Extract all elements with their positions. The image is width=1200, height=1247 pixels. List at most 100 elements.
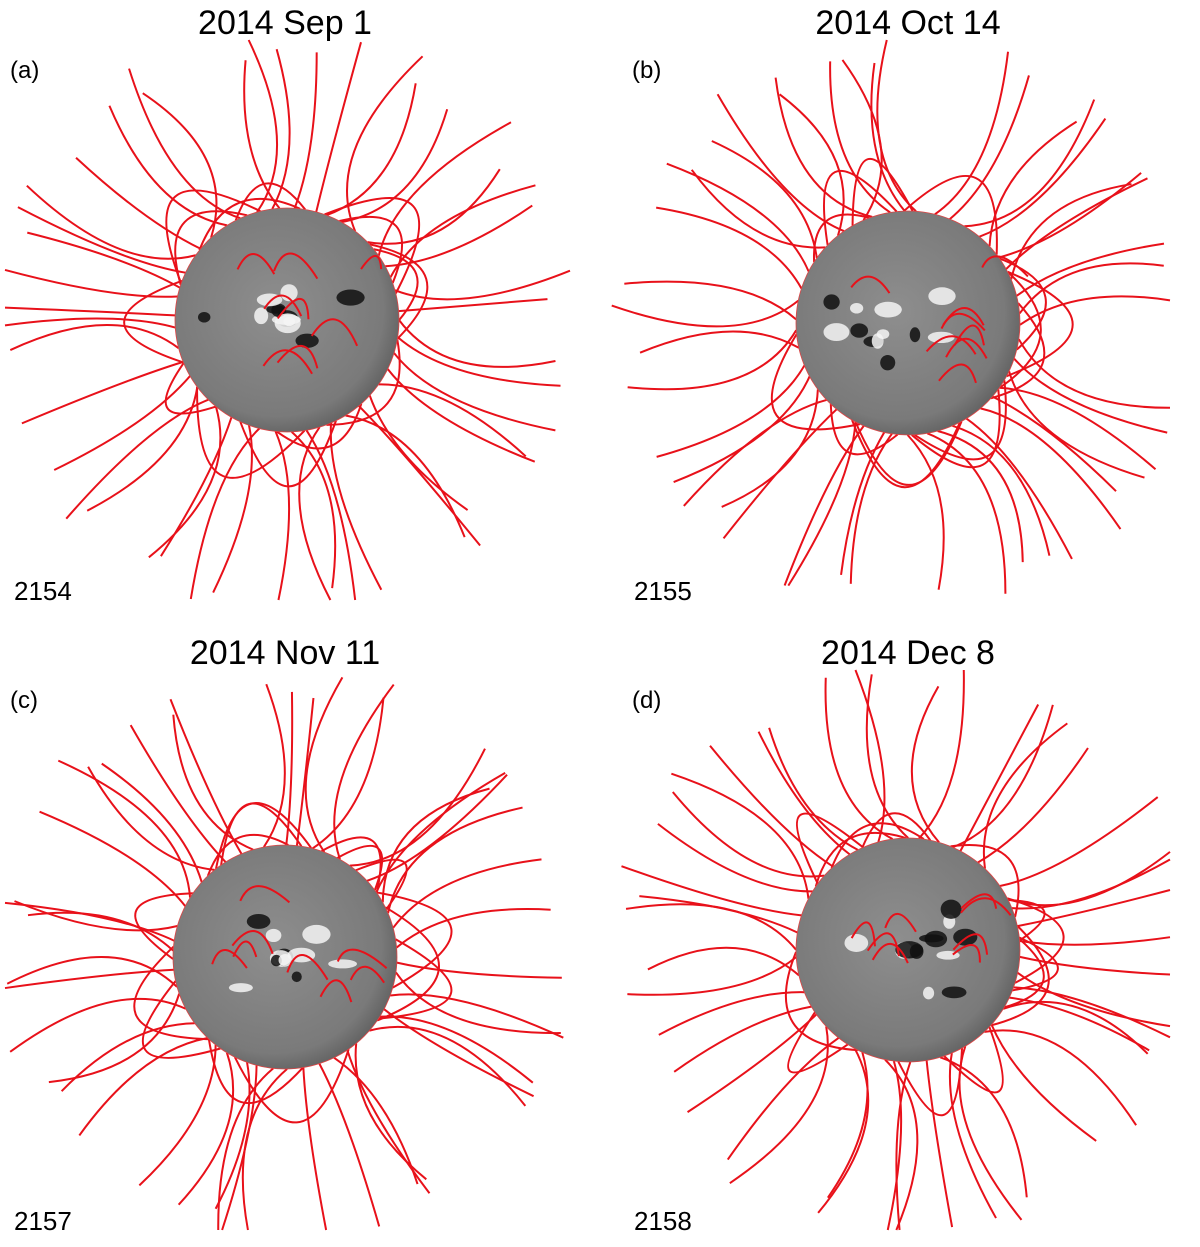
- panel-title: 2014 Oct 14: [815, 4, 1000, 42]
- field-line: [621, 865, 802, 917]
- field-line: [393, 352, 556, 432]
- field-line: [690, 169, 826, 249]
- magnetic-spot: [909, 327, 921, 343]
- magnetic-spot: [265, 928, 282, 943]
- disk-loop: [850, 921, 876, 947]
- closed-loop: [823, 170, 898, 246]
- magnetic-spot: [246, 913, 271, 929]
- closed-loop: [133, 945, 209, 1041]
- disk-loop: [871, 942, 909, 964]
- field-line: [1008, 370, 1145, 479]
- closed-loop: [814, 831, 907, 887]
- closed-loop: [324, 197, 421, 294]
- field-line: [647, 946, 800, 977]
- rotation-number: 2155: [634, 576, 692, 606]
- field-line: [377, 121, 512, 256]
- disk-loop: [236, 253, 276, 275]
- field-line: [392, 858, 542, 929]
- disk-loop: [938, 363, 977, 384]
- disk-loop: [211, 949, 248, 969]
- magnetic-spot: [880, 354, 896, 371]
- field-line: [918, 669, 965, 840]
- field-line: [17, 206, 186, 274]
- field-line: [129, 724, 227, 863]
- closed-loop: [141, 980, 221, 1059]
- field-line: [329, 422, 383, 591]
- closed-loop: [164, 362, 217, 415]
- field-line: [658, 991, 805, 1036]
- magnetic-spot: [254, 307, 269, 325]
- closed-loop: [911, 389, 1001, 469]
- disk-loop: [286, 953, 329, 981]
- field-line: [870, 62, 906, 212]
- field-line: [965, 417, 1073, 560]
- field-line: [304, 676, 344, 853]
- field-line: [841, 59, 883, 221]
- field-line: [177, 1052, 235, 1206]
- field-line: [722, 408, 838, 539]
- field-line: [1016, 242, 1165, 297]
- field-line: [906, 434, 945, 590]
- field-line: [9, 997, 187, 1053]
- field-line: [247, 39, 278, 213]
- field-line: [998, 172, 1142, 259]
- field-line: [817, 1048, 870, 1214]
- field-line: [368, 395, 469, 511]
- field-line: [333, 683, 395, 860]
- disk-loop: [239, 885, 291, 904]
- panel-label: (b): [632, 57, 661, 84]
- field-line: [716, 93, 845, 233]
- magnetic-spot: [909, 944, 924, 959]
- disk-loop: [276, 298, 310, 320]
- field-line: [396, 961, 562, 979]
- field-line: [849, 433, 893, 584]
- disk-loop: [866, 932, 900, 957]
- field-line: [952, 424, 1051, 556]
- field-line: [672, 791, 825, 878]
- field-line: [1013, 357, 1168, 434]
- field-line: [138, 1044, 217, 1187]
- closed-loop: [376, 906, 440, 1022]
- field-line: [999, 796, 1159, 888]
- disk-loop: [336, 948, 388, 969]
- field-line: [673, 1005, 812, 1073]
- field-line: [939, 1056, 1028, 1198]
- field-line: [148, 406, 222, 559]
- closed-loop: [196, 386, 306, 479]
- field-line: [639, 330, 800, 354]
- field-line: [4, 901, 175, 942]
- closed-loop: [378, 938, 453, 1020]
- field-line: [1005, 177, 1148, 270]
- field-line: [876, 39, 917, 213]
- field-line: [1011, 858, 1171, 910]
- closed-loop: [795, 812, 864, 885]
- disk-loop: [232, 940, 258, 958]
- field-line: [639, 895, 798, 934]
- field-line: [341, 108, 449, 224]
- field-line: [977, 747, 1089, 864]
- closed-loop: [369, 243, 429, 340]
- magnetic-spot: [953, 928, 978, 946]
- field-line: [926, 432, 1007, 594]
- closed-loop: [326, 339, 401, 426]
- magnetic-spot: [336, 289, 365, 306]
- field-line: [6, 956, 178, 988]
- disk-loop: [981, 255, 1029, 278]
- closed-loop: [897, 1048, 964, 1117]
- closed-loop: [829, 404, 899, 456]
- field-line: [271, 48, 291, 210]
- closed-loop: [355, 858, 408, 910]
- closed-loop: [950, 844, 1020, 918]
- field-line: [9, 324, 180, 351]
- closed-loop: [851, 419, 961, 489]
- disk-loop: [960, 897, 1012, 916]
- disk-loop: [952, 944, 981, 963]
- rotation-number: 2158: [634, 1206, 692, 1236]
- field-line: [1018, 262, 1164, 315]
- closed-loop: [903, 174, 998, 255]
- field-line: [26, 184, 196, 260]
- closed-loop: [234, 182, 306, 221]
- field-line: [988, 120, 1078, 247]
- field-line: [395, 908, 551, 949]
- field-line: [854, 669, 886, 843]
